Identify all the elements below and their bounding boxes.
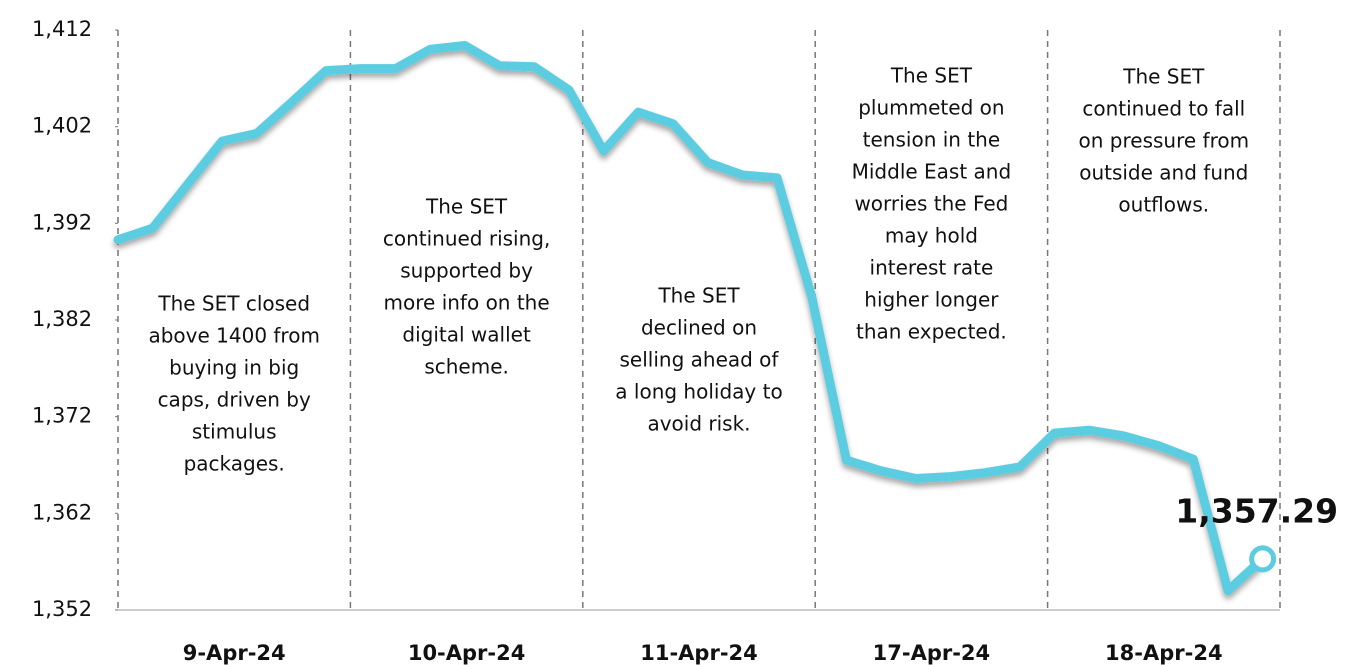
annotation-line: The SET [890, 64, 973, 88]
annotation-line: worries the Fed [854, 192, 1008, 216]
y-tick-label: 1,392 [32, 210, 92, 234]
annotation-line: plummeted on [858, 96, 1004, 120]
annotation-line: outflows. [1118, 193, 1209, 217]
end-value-label: 1,357.29 [1175, 491, 1338, 530]
annotation-line: The SET [425, 195, 508, 219]
annotation-line: stimulus [192, 420, 277, 444]
x-tick-label: 17-Apr-24 [873, 641, 991, 665]
y-tick-label: 1,412 [32, 17, 92, 41]
annotation-line: caps, driven by [158, 388, 311, 412]
annotation-line: The SET [1122, 65, 1205, 89]
y-tick-label: 1,362 [32, 500, 92, 524]
annotation-line: more info on the [384, 291, 550, 315]
annotation-line: interest rate [870, 256, 994, 280]
annotation-line: selling ahead of [620, 348, 780, 372]
y-tick-label: 1,382 [32, 307, 92, 331]
annotation-line: The SET closed [157, 292, 310, 316]
annotation-line: supported by [400, 259, 533, 283]
annotation-line: above 1400 from [148, 324, 319, 348]
y-tick-label: 1,352 [32, 597, 92, 621]
annotation-line: packages. [184, 452, 285, 476]
annotation-line: a long holiday to [615, 380, 782, 404]
y-tick-label: 1,402 [32, 114, 92, 138]
annotation-line: digital wallet [402, 323, 531, 347]
x-tick-label: 11-Apr-24 [640, 641, 758, 665]
y-tick-label: 1,372 [32, 404, 92, 428]
annotation-line: continued rising, [383, 227, 551, 251]
annotation-line: on pressure from [1079, 129, 1250, 153]
annotation-line: than expected. [856, 320, 1007, 344]
annotation-line: The SET [657, 284, 740, 308]
annotation-line: may hold [885, 224, 978, 248]
annotation-line: declined on [641, 316, 757, 340]
end-marker [1249, 545, 1277, 573]
annotation-line: higher longer [864, 288, 999, 312]
annotation-line: buying in big [169, 356, 299, 380]
x-tick-label: 9-Apr-24 [183, 641, 286, 665]
annotation-line: tension in the [863, 128, 1000, 152]
annotation-line: scheme. [424, 355, 509, 379]
x-tick-label: 10-Apr-24 [408, 641, 526, 665]
annotation-line: outside and fund [1079, 161, 1248, 185]
annotation-line: avoid risk. [647, 412, 750, 436]
line-series [113, 40, 1268, 596]
annotation-line: continued to fall [1082, 97, 1245, 121]
x-tick-label: 18-Apr-24 [1105, 641, 1223, 665]
annotation-line: Middle East and [852, 160, 1012, 184]
